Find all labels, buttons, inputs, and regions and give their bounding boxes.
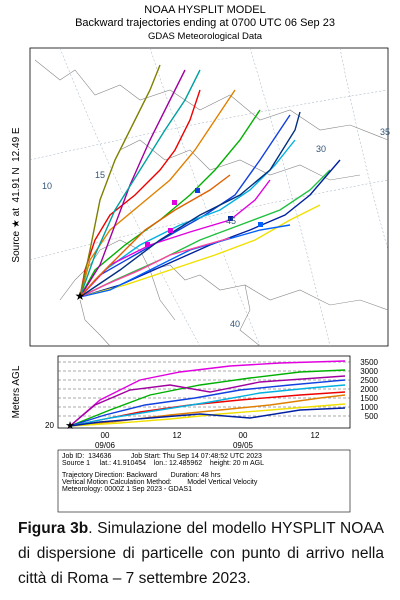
trajectories: [79, 64, 341, 298]
info-line: Job ID: 134636 Job Start: Thu Sep 14 07:…: [62, 453, 262, 460]
grid-label: 10: [42, 181, 52, 191]
info-line: Meteorology: 0000Z 1 Sep 2023 - GDAS1: [62, 486, 192, 493]
height-label: 1500: [360, 394, 378, 403]
source-label: Source ★ at 41.91 N 12.49 E: [11, 127, 22, 262]
height-label: 1000: [360, 403, 378, 412]
source-star: ★: [65, 420, 75, 432]
caption-label: Figura 3b: [18, 520, 89, 537]
date-label: 09/06: [95, 441, 116, 450]
height-label: 3000: [360, 367, 378, 376]
map-frame: [29, 47, 389, 347]
time-label: 12: [173, 431, 182, 440]
time-labels: 00 12 00 12 09/06 09/05: [95, 431, 320, 450]
caption: Figura 3b. Simulazione del modello HYSPL…: [18, 516, 384, 591]
info-line: Vertical Motion Calculation Method: Mode…: [62, 479, 258, 486]
profile-frame: [57, 355, 351, 429]
info-lines: Job ID: 134636 Job Start: Thu Sep 14 07:…: [62, 453, 264, 493]
time-label: 00: [101, 431, 110, 440]
figure-subtitle: Backward trajectories ending at 0700 UTC…: [75, 17, 335, 29]
profile-axis-label: Meters AGL: [11, 365, 22, 418]
data-source: GDAS Meteorological Data: [148, 31, 263, 42]
info-line: Trajectory Direction: Backward Duration:…: [62, 472, 221, 479]
grid-label: 15: [95, 170, 105, 180]
hysplit-figure: NOAA HYSPLIT MODEL Backward trajectories…: [11, 4, 390, 513]
height-label: 3500: [360, 358, 378, 367]
caption-text: . Simulazione del modello HYSPLIT NOAA d…: [18, 520, 384, 587]
height-label: 500: [365, 412, 379, 421]
grid-label: 30: [316, 144, 326, 154]
info-box: [57, 449, 351, 513]
profile-trajectories: [69, 360, 346, 427]
height-label: 2000: [360, 385, 378, 394]
grid-label: 35: [380, 127, 390, 137]
time-label: 00: [239, 431, 248, 440]
map-markers: [145, 188, 263, 247]
grid-label: 45: [226, 216, 236, 226]
height-label: 2500: [360, 376, 378, 385]
date-label: 09/05: [233, 441, 254, 450]
grid-label: 40: [230, 319, 240, 329]
source-star: ★: [75, 289, 86, 303]
info-line: Source 1 lat.: 41.910454 lon.: 12.485962…: [62, 460, 264, 467]
time-label: 12: [311, 431, 320, 440]
figure-title: NOAA HYSPLIT MODEL: [144, 4, 265, 16]
start-height: 20: [45, 421, 54, 430]
